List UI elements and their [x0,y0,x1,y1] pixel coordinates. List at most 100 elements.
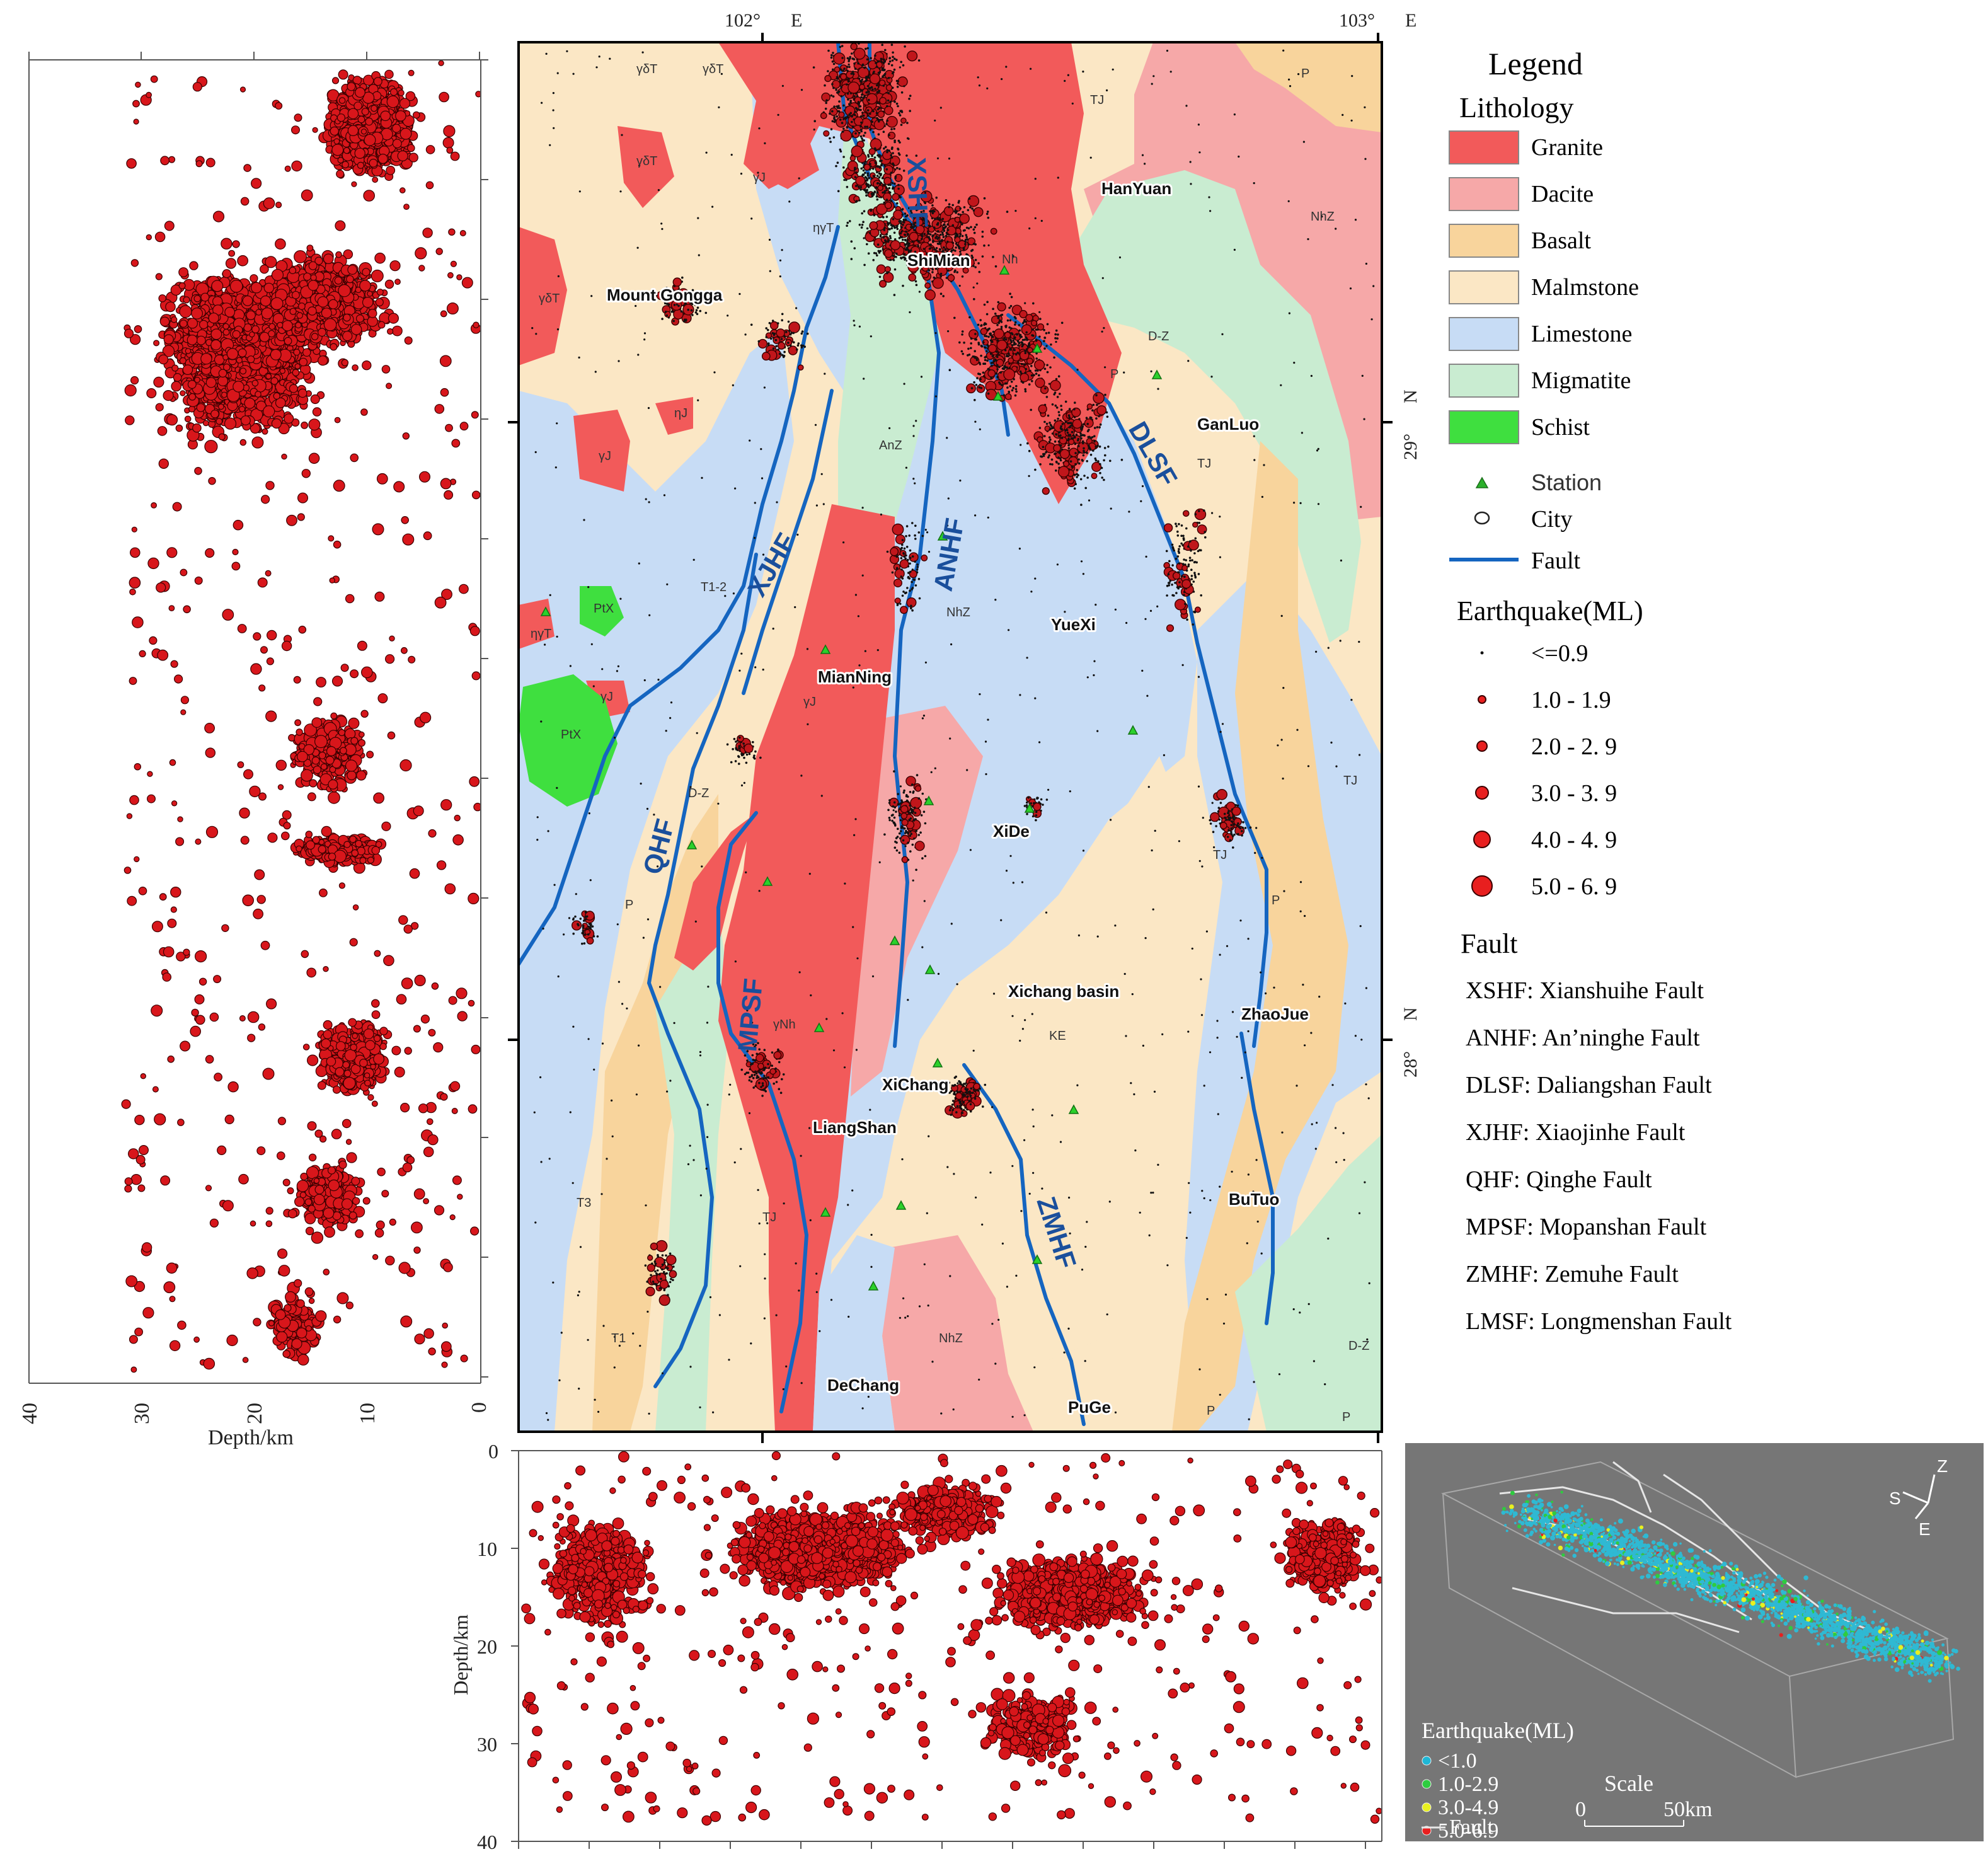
epicenter [1225,818,1228,821]
epicenter [1182,534,1185,538]
epicenter [670,310,673,313]
epicenter [891,59,894,62]
epicenter [859,84,866,91]
epicenter [732,592,735,595]
epicenter [665,302,669,305]
epicenter [970,255,974,257]
unit-label: P [1301,67,1309,81]
epicenter [750,1074,753,1078]
epicenter [946,524,949,527]
epicenter [1035,339,1038,342]
epicenter [669,291,672,294]
epicenter [1048,454,1050,457]
epicenter [572,1025,575,1028]
epicenter [1028,475,1030,478]
epicenter [934,331,937,335]
epicenter [992,360,996,363]
epicenter [1299,1311,1301,1314]
epicenter [847,80,850,83]
epicenter [800,1382,803,1384]
epicenter [883,72,887,76]
epicenter [882,216,885,219]
epicenter [1260,971,1262,974]
epicenter [1024,390,1027,393]
epicenter [886,550,889,553]
epicenter [701,476,703,480]
epicenter [659,1287,662,1289]
epicenter [872,130,875,134]
epicenter [1086,676,1089,679]
epicenter [865,183,868,185]
epicenter [892,55,894,59]
epicenter [953,1173,955,1175]
epicenter [906,263,909,267]
unit-label: T1 [611,1332,626,1345]
epicenter [863,163,871,171]
epicenter [865,191,868,194]
epicenter [1146,694,1149,697]
epicenter [895,555,899,558]
epicenter [939,272,943,275]
epicenter [1064,79,1066,82]
epicenter [745,761,748,764]
epicenter [878,861,881,863]
epicenter [1293,502,1296,504]
epicenter [887,77,890,79]
epicenter [735,740,737,743]
epicenter [882,236,885,239]
epicenter [653,1282,655,1286]
epicenter [923,213,926,216]
epicenter [931,204,934,207]
epicenter [1299,502,1302,505]
epicenter [883,164,886,167]
epicenter [663,494,666,497]
epicenter [871,120,873,123]
epicenter [1171,543,1174,546]
epicenter [1101,277,1104,279]
epicenter [694,311,698,314]
epicenter [885,123,888,125]
epicenter [1233,248,1236,251]
epicenter [556,422,558,425]
epicenter [931,1361,934,1363]
epicenter [992,993,996,995]
epicenter [742,742,745,745]
epicenter [877,110,885,118]
epicenter [985,335,988,338]
epicenter [544,643,546,646]
epicenter [863,210,866,213]
lon-dir-103: E [1405,10,1416,31]
epicenter [875,112,878,115]
epicenter [788,345,798,355]
epicenter [757,338,768,349]
epicenter [824,107,827,110]
epicenter [920,190,933,203]
epicenter [1200,1014,1204,1016]
epicenter [664,311,667,313]
epicenter [1175,592,1178,594]
epicenter [882,191,884,194]
epicenter [535,333,537,335]
epicenter [934,217,936,221]
epicenter [1296,728,1299,731]
epicenter [964,257,975,268]
epicenter [582,931,585,935]
epicenter [896,567,899,570]
unit-label: D-Z [1148,330,1169,343]
epicenter [878,154,882,157]
epicenter [758,1222,761,1225]
epicenter [1222,1322,1226,1325]
epicenter [981,235,984,238]
epicenter [1195,561,1198,564]
epicenter [883,227,886,229]
epicenter [931,271,934,273]
epicenter [556,635,558,638]
epicenter [1313,1360,1315,1362]
epicenter [861,212,863,215]
city-label: XiDe [993,822,1030,841]
epicenter [592,685,595,688]
epicenter [915,420,917,422]
epicenter [1139,1211,1141,1214]
epicenter [696,732,698,734]
epicenter [779,259,782,262]
